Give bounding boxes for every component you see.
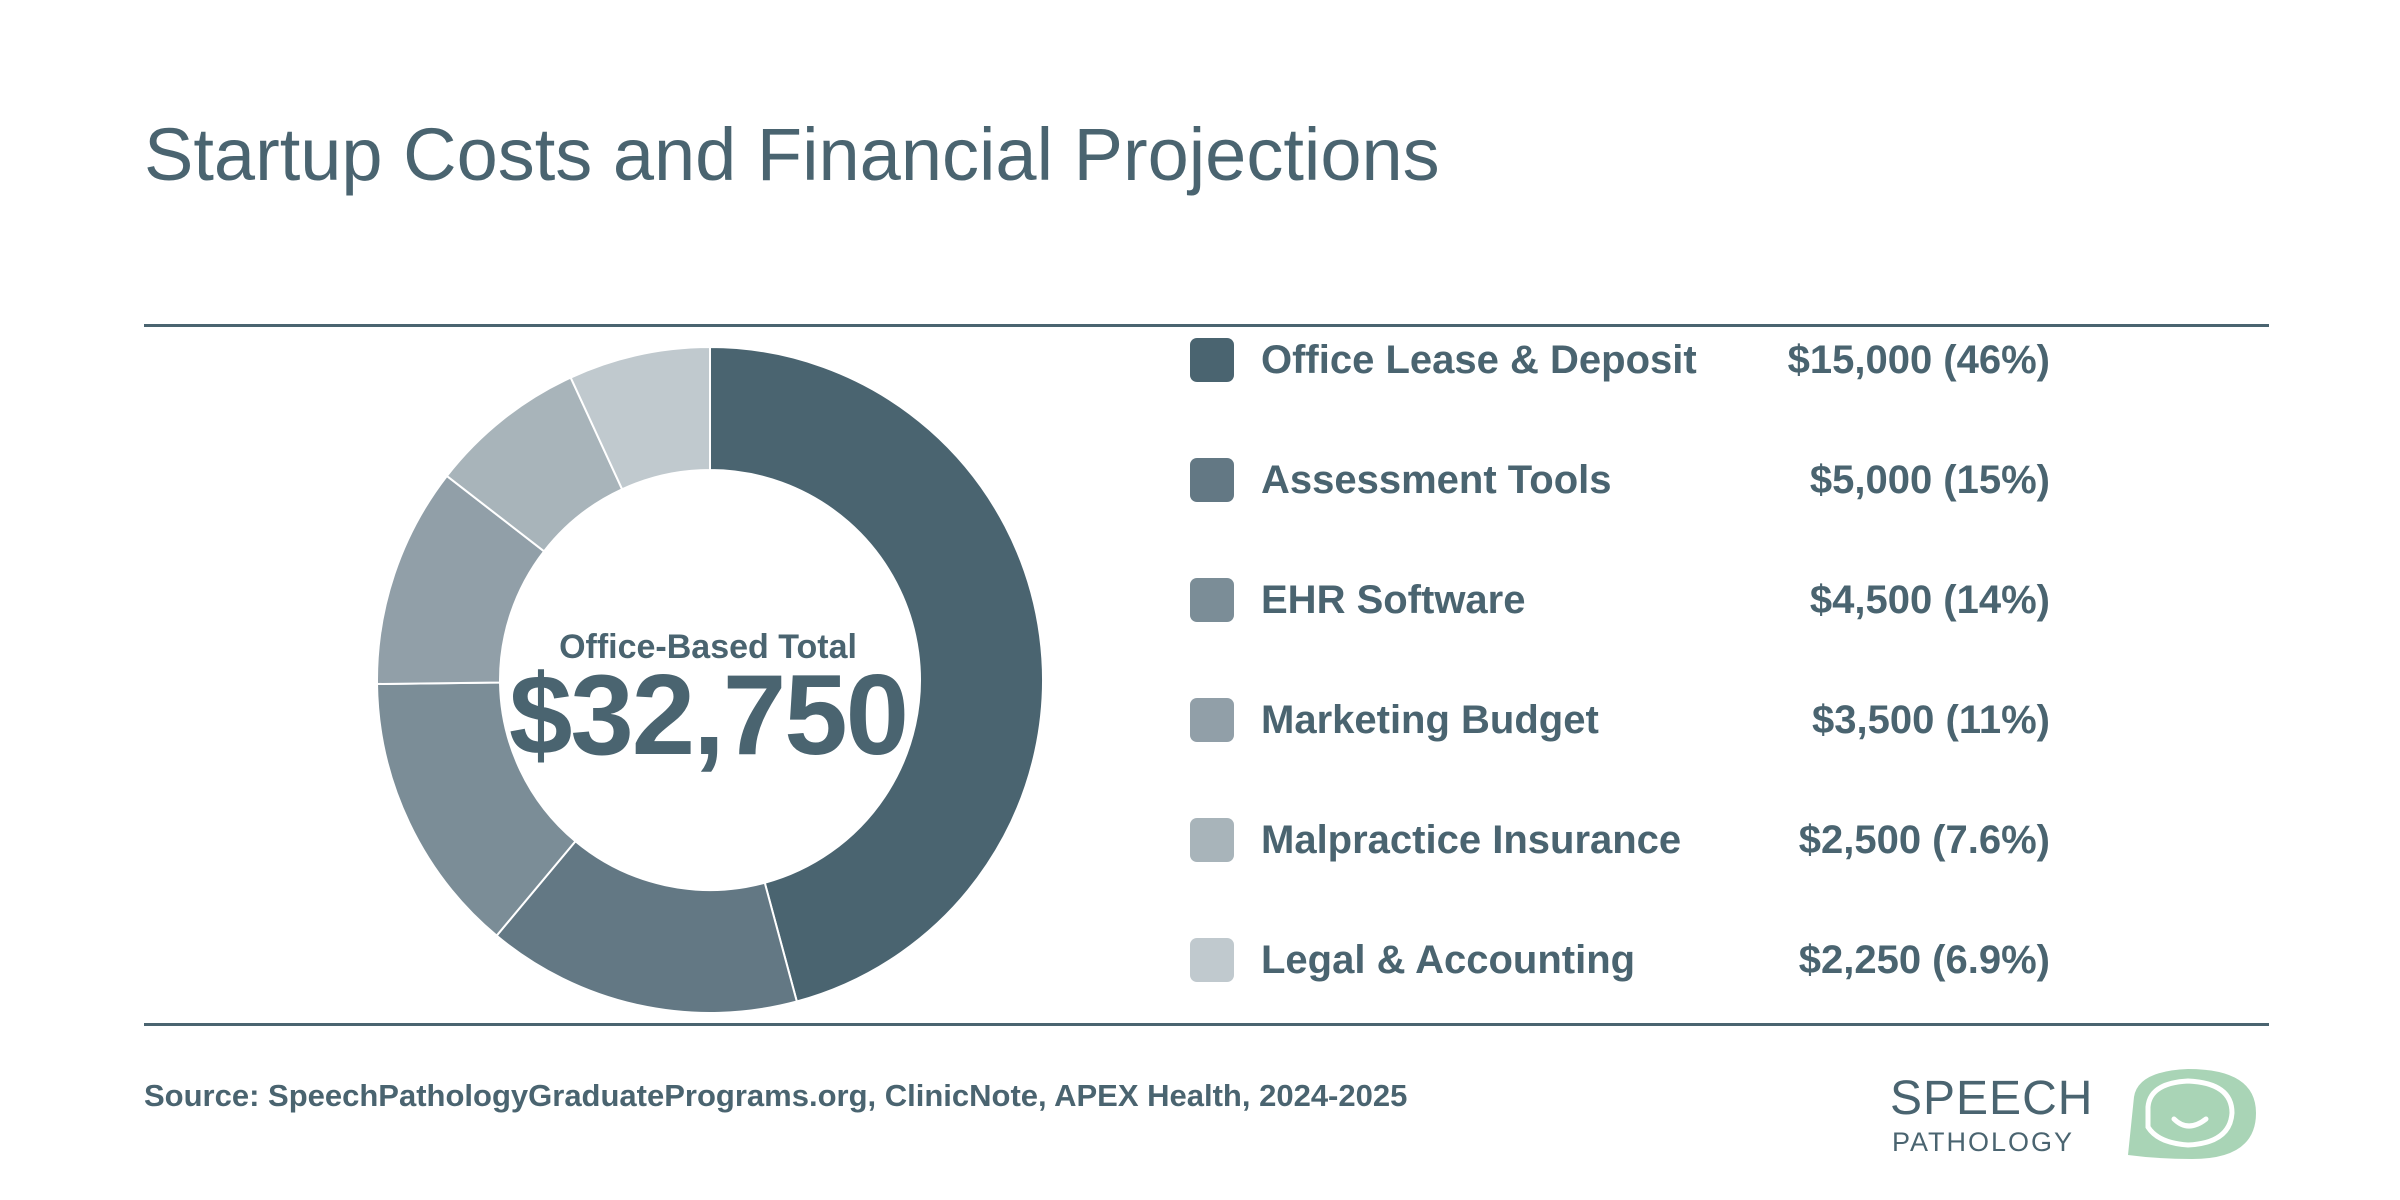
- top-divider: [144, 324, 2269, 327]
- legend-value: $15,000 (46%): [1787, 337, 2050, 382]
- legend-value: $4,500 (14%): [1809, 577, 2050, 622]
- legend-item: Marketing Budget $3,500 (11%): [1190, 660, 2050, 780]
- legend-value: $2,250 (6.9%): [1798, 937, 2050, 982]
- donut-chart: [376, 345, 1044, 1014]
- speech-pathology-logo: SPEECH PATHOLOGY: [1890, 1065, 2256, 1165]
- donut-center-total: $32,750: [508, 652, 909, 779]
- legend-label: Assessment Tools: [1261, 458, 1612, 502]
- logo-line1: SPEECH: [1890, 1072, 2094, 1125]
- donut-slice: [709, 345, 1044, 1003]
- legend-value: $2,500 (7.6%): [1798, 817, 2050, 862]
- legend-item: EHR Software $4,500 (14%): [1190, 540, 2050, 660]
- donut-slice: [569, 345, 711, 491]
- legend-item: Malpractice Insurance $2,500 (7.6%): [1190, 780, 2050, 900]
- legend-swatch: [1190, 698, 1234, 742]
- legend-item: Office Lease & Deposit $15,000 (46%): [1190, 300, 2050, 420]
- chart-legend: Office Lease & Deposit $15,000 (46%) Ass…: [1190, 300, 2050, 1020]
- legend-swatch: [1190, 338, 1234, 382]
- source-note: Source: SpeechPathologyGraduatePrograms.…: [144, 1078, 1408, 1113]
- legend-item: Assessment Tools $5,000 (15%): [1190, 420, 2050, 540]
- donut-center-caption: Office-Based Total: [559, 628, 857, 666]
- legend-swatch: [1190, 938, 1234, 982]
- legend-label: Office Lease & Deposit: [1261, 338, 1697, 382]
- legend-label: Legal & Accounting: [1261, 938, 1636, 982]
- logo-line2: PATHOLOGY: [1892, 1127, 2075, 1157]
- legend-swatch: [1190, 458, 1234, 502]
- legend-label: EHR Software: [1261, 578, 1526, 622]
- legend-swatch: [1190, 818, 1234, 862]
- speech-bubble-icon: [2128, 1069, 2256, 1159]
- legend-label: Malpractice Insurance: [1261, 818, 1682, 862]
- legend-value: $3,500 (11%): [1812, 697, 2050, 742]
- legend-label: Marketing Budget: [1261, 698, 1599, 742]
- legend-value: $5,000 (15%): [1809, 457, 2050, 502]
- legend-item: Legal & Accounting $2,250 (6.9%): [1190, 900, 2050, 1020]
- donut-slice: [495, 839, 799, 1014]
- bottom-divider: [144, 1023, 2269, 1026]
- legend-swatch: [1190, 578, 1234, 622]
- page-title: Startup Costs and Financial Projections: [144, 113, 1440, 196]
